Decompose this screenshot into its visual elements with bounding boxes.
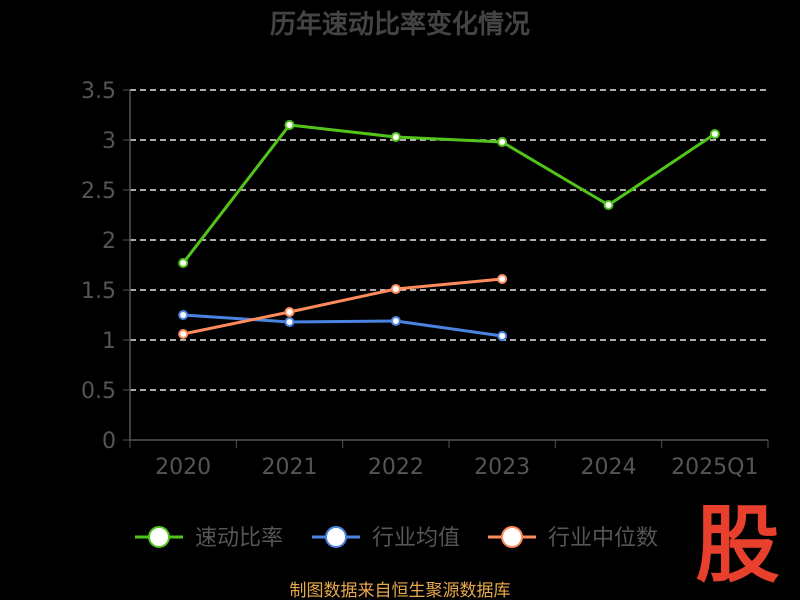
- series-1-point: [603, 200, 614, 210]
- legend-item-2[interactable]: 行业均值: [312, 526, 460, 551]
- series-2-point: [390, 316, 401, 326]
- axes: 0 0.5 1 1.5 2 2.5 3 3.5 2020 2021 2022 2023 2024 2025…: [81, 79, 769, 480]
- series-2-point: [284, 317, 295, 327]
- series-1-point: [178, 258, 189, 268]
- series-2-point: [178, 310, 189, 320]
- x-tick-label: 2020: [155, 455, 211, 480]
- y-tick-label: 3.5: [81, 79, 116, 104]
- source-note: 制图数据来自恒生聚源数据库: [290, 581, 511, 600]
- x-tick-label: 2022: [368, 455, 424, 480]
- x-tick-label: 2023: [474, 455, 530, 480]
- y-tick-label: 2: [102, 229, 116, 254]
- legend-label: 行业均值: [372, 526, 460, 551]
- series-3-line: [182, 277, 503, 336]
- y-tick-label: 0: [102, 429, 116, 454]
- series-3-point: [284, 307, 295, 317]
- legend-marker: [148, 526, 170, 548]
- series-3-point: [497, 274, 508, 284]
- legend-marker: [325, 526, 347, 548]
- chart-title: 历年速动比率变化情况: [270, 9, 530, 40]
- series-2-point: [497, 331, 508, 341]
- brand-logo: 股: [695, 496, 780, 594]
- grid-lines: [130, 89, 768, 391]
- y-tick-label: 1.5: [81, 279, 116, 304]
- series-2-line: [183, 313, 503, 338]
- series-1-point: [497, 137, 508, 147]
- legend-item-1[interactable]: 速动比率: [135, 526, 283, 551]
- series-3-point: [178, 329, 189, 339]
- y-tick-label: 0.5: [81, 379, 116, 404]
- x-tick-label: 2021: [262, 455, 318, 480]
- series-1-point: [284, 120, 295, 130]
- x-tick-label: 2024: [581, 455, 637, 480]
- legend-label: 行业中位数: [548, 526, 658, 551]
- series-group: [178, 120, 720, 341]
- series-1-line: [181, 123, 716, 264]
- series-1-point: [390, 132, 401, 142]
- series-3-point: [390, 284, 401, 294]
- y-tick-label: 1: [102, 329, 116, 354]
- x-tick-label: 2025Q1: [671, 455, 758, 480]
- legend-marker: [501, 526, 523, 548]
- legend: 速动比率 行业均值 行业中位数: [135, 526, 658, 551]
- legend-item-3[interactable]: 行业中位数: [488, 526, 658, 551]
- y-tick-label: 3: [102, 129, 116, 154]
- legend-label: 速动比率: [195, 526, 283, 551]
- series-1-point: [709, 129, 720, 139]
- y-tick-label: 2.5: [81, 179, 116, 204]
